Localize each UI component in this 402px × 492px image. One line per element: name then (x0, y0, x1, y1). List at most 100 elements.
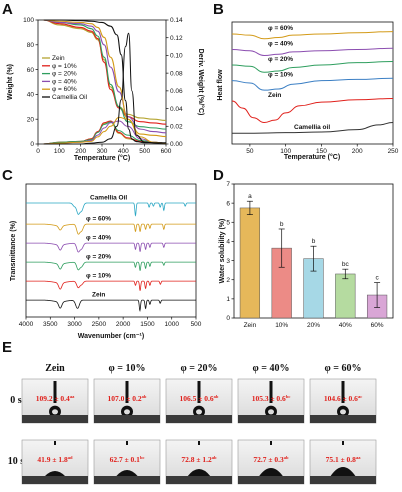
panel-e-angle-superscript: aa (356, 455, 361, 460)
panel-e-droplet-highlight (52, 409, 58, 415)
panel-e-angle-value: 106.5 ± 0.6ab (180, 394, 219, 403)
panel-d-category-label: 60% (371, 322, 384, 329)
panel-a-y2-tick-label: 0.04 (170, 106, 183, 113)
panel-c-ftir-curve (26, 202, 196, 217)
panel-e-needle (125, 381, 129, 403)
panel-e-droplet (116, 470, 138, 476)
panel-b-curve-label: φ = 20% (268, 56, 293, 63)
panel-e-needle-tip (54, 441, 56, 445)
panel-a-y-tick-label: 20 (27, 116, 35, 123)
panel-e-droplet (45, 471, 65, 476)
panel-c-curve-label: φ = 20% (86, 254, 111, 261)
panel-a-y2label: Deriv. Weight (%/°C) (197, 49, 205, 116)
panel-b-x-tick-label: 100 (280, 148, 291, 155)
panel-a-y-tick-label: 100 (23, 17, 34, 24)
panel-c-curve-label: Zein (92, 292, 105, 299)
panel-d-y-tick-label: 4 (226, 239, 230, 246)
panel-b-curve-label: φ = 60% (268, 25, 293, 32)
panel-e-angle-number: 75.1 ± 0.8 (326, 455, 357, 464)
panel-b-dsc-curve (231, 77, 394, 91)
panel-a-y2-tick-label: 0.14 (170, 17, 183, 24)
panel-c-frame (25, 183, 197, 318)
panel-d-letter: D (213, 167, 224, 184)
panel-d-y-tick-label: 0 (226, 315, 230, 322)
panel-a-legend-label: φ = 60% (52, 86, 77, 93)
panel-a-y2-tick-label: 0.00 (170, 141, 183, 148)
panel-e-droplet-highlight (268, 409, 274, 415)
panel-e-substrate (238, 415, 304, 423)
panel-d-significance-label: b (312, 238, 316, 245)
panel-b-x-tick-label: 150 (316, 148, 327, 155)
panel-e-needle (197, 381, 201, 403)
panel-d-bar (239, 207, 261, 319)
panel-e-needle (341, 381, 345, 403)
panel-b-curves (231, 31, 394, 134)
panel-e-angle-number: 41.9 ± 1.8 (37, 455, 68, 464)
panel-e-droplet-highlight (196, 409, 202, 415)
panel-a-y-tick-label: 80 (27, 42, 35, 49)
panel-e-angle-number: 62.7 ± 0.1 (110, 455, 141, 464)
panel-a-ylabel: Weight (%) (7, 64, 14, 100)
panel-e: E Zein φ = 10% φ = 20% φ = 40% φ = 60% 0 s 109… (2, 339, 377, 485)
panel-d-bar (335, 273, 356, 319)
panel-e-angle-number: 72.7 ± 0.3 (253, 455, 284, 464)
panel-e-droplet (330, 467, 356, 476)
panel-e-angle-superscript: bc (140, 455, 145, 460)
panel-c-x-tick-label: 500 (191, 321, 202, 328)
panel-e-substrate (238, 476, 304, 484)
panel-e-angle-superscript: ab (214, 394, 219, 399)
panel-d-y-tick-label: 5 (226, 219, 230, 226)
panel-e-angle-superscript: ac (358, 394, 362, 399)
panel-b-x-ticks: 50 100 150 200 250 (246, 144, 399, 155)
panel-a-legend-label: φ = 40% (52, 78, 77, 85)
panel-a-xlabel: Temperature (°C) (74, 154, 130, 162)
panel-b-x-tick-label: 250 (388, 148, 399, 155)
panel-b-xlabel: Temperature (°C) (284, 153, 340, 161)
panel-c-curves (26, 202, 196, 313)
panel-c-x-tick-label: 2000 (116, 321, 131, 328)
panel-c-ftir-curve (26, 299, 196, 313)
panel-a-x-tick-label: 100 (54, 148, 65, 155)
panel-c: C 4000 3500 3000 2500 2000 1500 1000 500 Camell… (2, 167, 202, 340)
panel-b-x-tick-label: 50 (246, 148, 254, 155)
panel-a-curves (43, 19, 167, 145)
panel-c-x-tick-label: 1000 (164, 321, 179, 328)
panel-e-needle (269, 381, 273, 403)
panel-e-column-header: φ = 20% (181, 363, 218, 374)
panel-c-curve-label: Camellia Oil (90, 195, 127, 202)
panel-e-angle-value: 62.7 ± 0.1bc (110, 455, 145, 464)
panel-a-y2-tick-label: 0.02 (170, 123, 183, 130)
panel-b-dsc-curve (231, 31, 394, 40)
panel-e-angle-value: 105.3 ± 0.6bc (252, 394, 291, 403)
panel-c-ftir-curve (26, 280, 196, 291)
panel-b-dsc-curve (231, 98, 394, 123)
panel-d-y-tick-label: 6 (226, 200, 230, 207)
panel-c-x-tick-label: 3500 (43, 321, 58, 328)
panel-d-significance-label: a (248, 193, 252, 200)
panel-a-y2-tick-label: 0.12 (170, 35, 183, 42)
panel-a-letter: A (2, 1, 13, 18)
panel-a-y-ticks: 0 20 40 60 80 100 (23, 17, 38, 148)
panel-e-needle-tip (342, 441, 344, 445)
panel-d-y-ticks: 0 1 2 3 4 5 6 7 (226, 181, 234, 322)
panel-b-curve-label: Zein (268, 92, 281, 99)
panel-c-ftir-curve (26, 261, 196, 271)
panel-e-angle-superscript: ad (68, 455, 73, 460)
panel-a-y2-tick-label: 0.06 (170, 88, 183, 95)
panel-e-needle-tip (198, 441, 200, 445)
panel-d: D 0 1 2 3 4 5 6 7 a Zein b 10% b 20% bc 40% c 60% Water … (213, 167, 394, 329)
panel-e-substrate (22, 415, 88, 423)
panel-c-curve-label: φ = 10% (86, 273, 111, 280)
panel-d-category-label: Zein (244, 322, 257, 329)
panel-e-angle-number: 107.0 ± 0.2 (108, 394, 142, 403)
panel-c-x-tick-label: 2500 (92, 321, 107, 328)
panel-e-droplet (259, 468, 283, 476)
panel-b-curve-label: φ = 10% (268, 72, 293, 79)
panel-a-tga-curve-20 (43, 19, 167, 130)
panel-c-x-tick-label: 3000 (67, 321, 82, 328)
panel-d-significance-label: c (375, 275, 379, 282)
panel-c-x-ticks: 4000 3500 3000 2500 2000 1500 1000 500 (19, 317, 202, 328)
panel-d-significance-label: bc (342, 261, 350, 268)
panel-d-significance-label: b (280, 221, 284, 228)
